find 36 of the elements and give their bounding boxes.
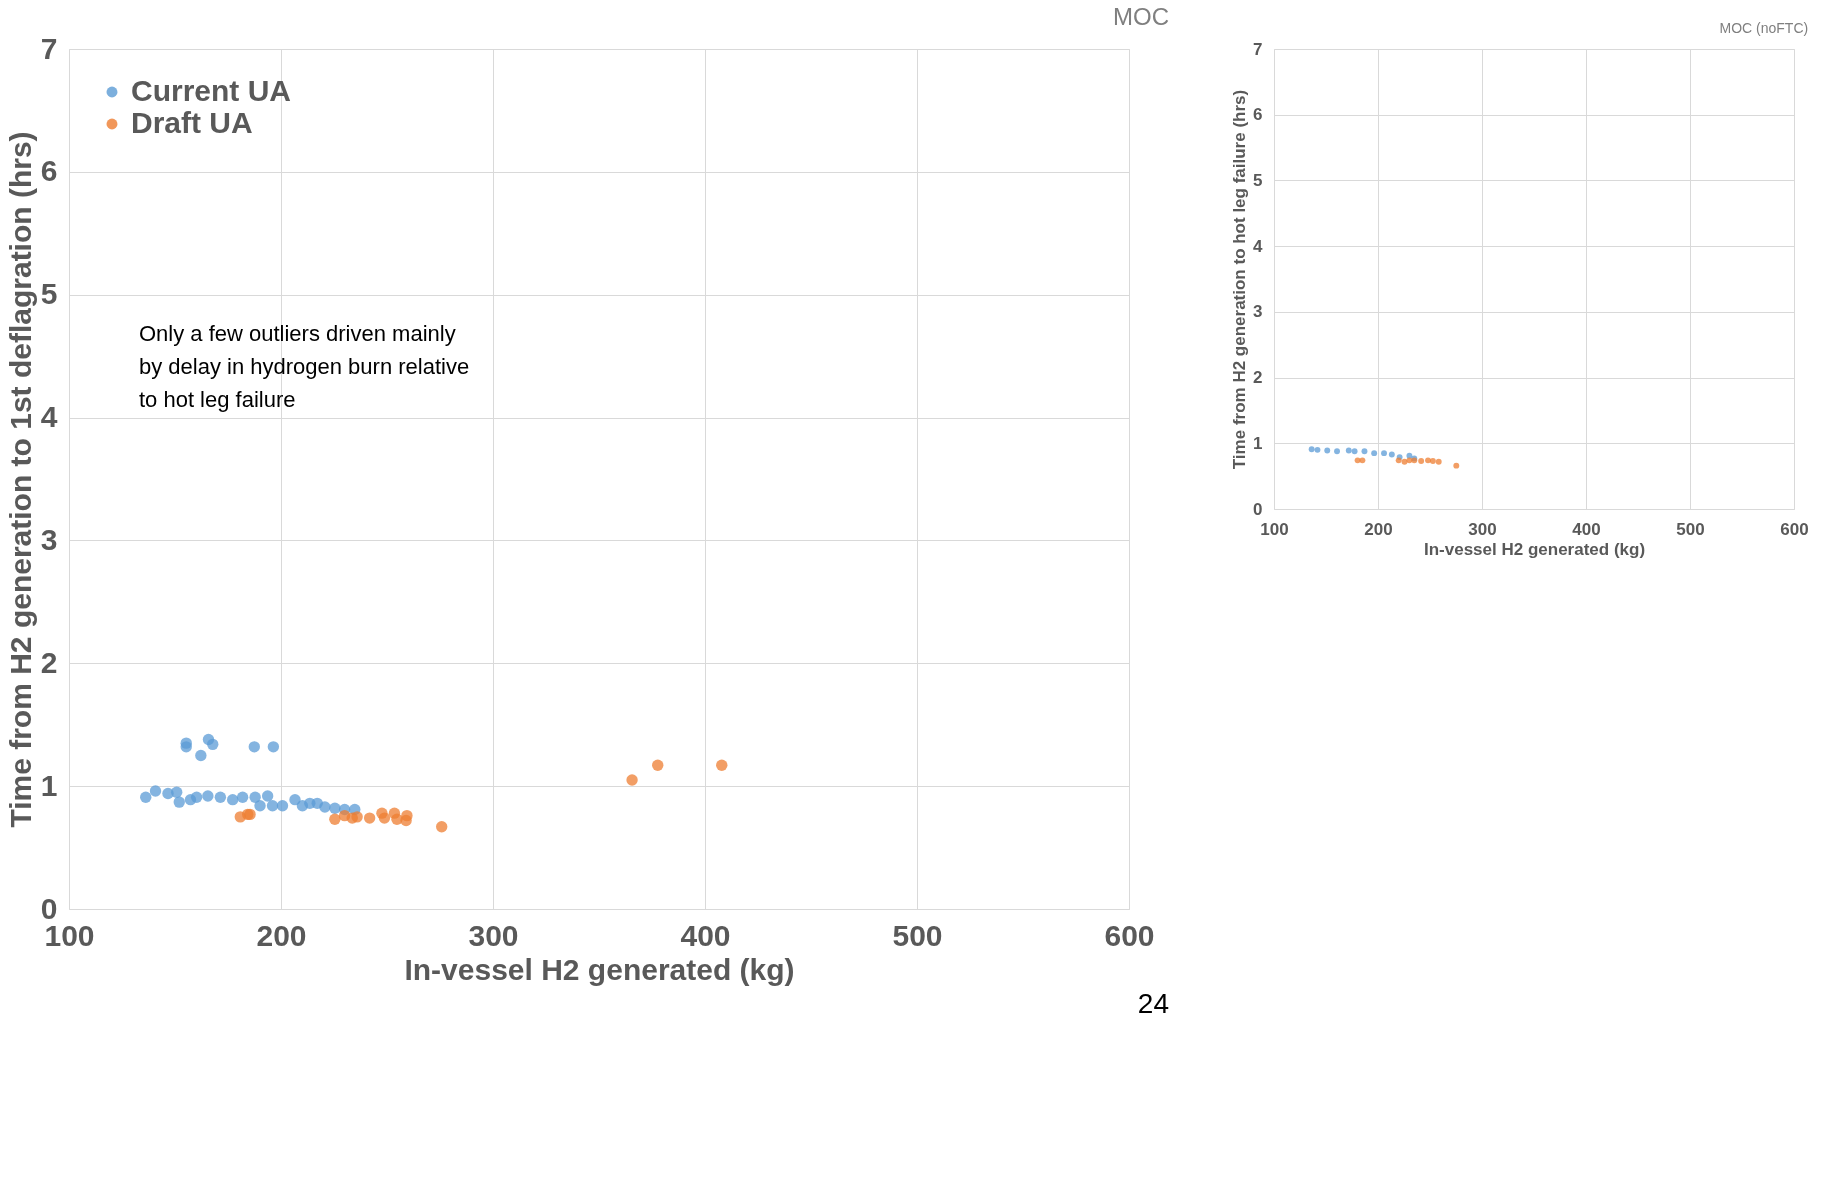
y-axis-title: Time from H2 generation to 1st deflagration (hrs)	[3, 131, 37, 828]
y-tick-label: 5	[1253, 170, 1263, 190]
y-tick-label: 1	[40, 768, 58, 802]
x-axis-title: In-vessel H2 generated (kg)	[1423, 539, 1646, 559]
x-tick-label: 600	[1104, 918, 1155, 952]
legend-label: Draft UA	[131, 106, 253, 139]
y-tick-label: 2	[1253, 368, 1263, 388]
y-tick-label: 6	[1253, 105, 1263, 125]
x-tick-label: 300	[1468, 519, 1497, 539]
y-axis-title: Time from H2 generation to hot leg failure (hrs)	[1230, 89, 1250, 470]
annotation: Only a few outliers driven mainly by delay in hydrogen burn relative to hot leg failure	[138, 321, 470, 413]
y-tick-label: 0	[1253, 499, 1263, 519]
y-tick-label: 4	[40, 400, 58, 434]
x-tick-label: 600	[1780, 519, 1809, 539]
x-tick-label: 500	[1676, 519, 1705, 539]
chart-title: MOC (noFTC)	[1719, 20, 1809, 36]
y-tick-label: 7	[1253, 39, 1263, 59]
y-tick-label: 6	[40, 154, 58, 188]
y-tick-label: 4	[1253, 236, 1264, 256]
y-tick-label: 1	[1253, 433, 1263, 453]
x-tick-label: 300	[468, 918, 519, 952]
text: 24	[1137, 988, 1169, 1019]
chart-title: MOC	[1113, 3, 1169, 30]
y-tick-label: 7	[40, 31, 58, 65]
y-tick-label: 2	[40, 645, 58, 679]
y-tick-label: 3	[40, 522, 58, 556]
x-tick-label: 400	[1572, 519, 1601, 539]
y-tick-label: 5	[40, 277, 58, 311]
x-tick-label: 400	[680, 918, 731, 952]
y-tick-label: 3	[1253, 302, 1263, 322]
x-tick-label: 200	[1364, 519, 1393, 539]
x-tick-label: 200	[256, 918, 307, 952]
x-tick-label: 500	[892, 918, 943, 952]
x-axis-title: In-vessel H2 generated (kg)	[404, 952, 795, 986]
x-tick-label: 100	[1260, 519, 1289, 539]
legend-label: Current UA	[131, 74, 292, 107]
